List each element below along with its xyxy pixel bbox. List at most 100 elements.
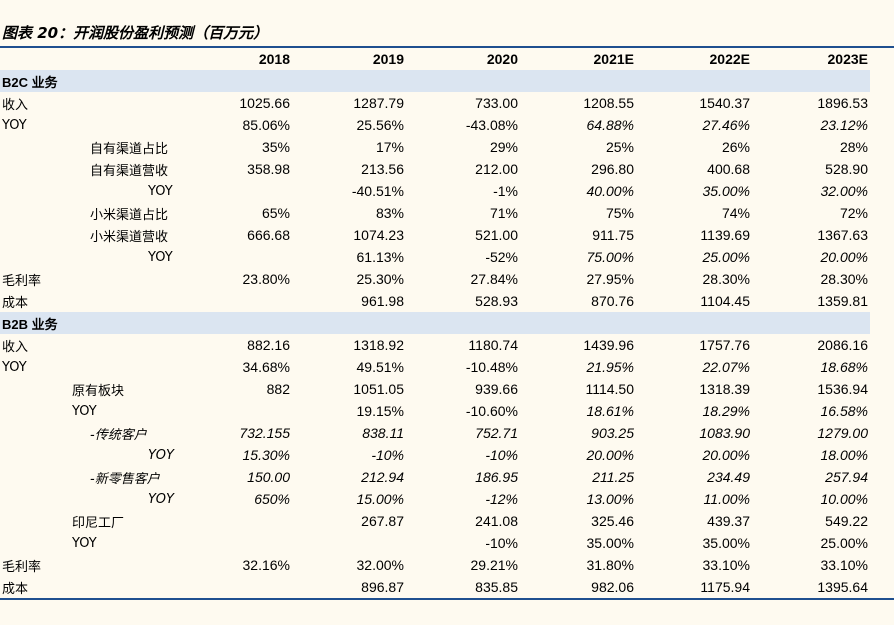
value-cell: 49.51% (356, 359, 404, 375)
row-label: YOY (72, 535, 97, 551)
value-cell: 11.00% (703, 491, 750, 507)
value-cell: 1367.63 (817, 227, 868, 243)
value-cell: 1536.94 (817, 381, 868, 397)
table-row: YOY -10% 35.00% 35.00% 25.00% (0, 532, 870, 554)
value-cell: 903.25 (591, 425, 634, 441)
row-label: 成本 (2, 581, 29, 597)
value-cell: 838.11 (362, 425, 404, 441)
value-cell: 13.00% (586, 491, 634, 507)
value-cell: 23.80% (242, 271, 290, 287)
value-cell: 650% (254, 491, 290, 507)
value-cell: 211.25 (592, 469, 634, 485)
bottom-rule (0, 598, 894, 600)
value-cell: 25.30% (356, 271, 404, 287)
value-cell: 882 (266, 381, 290, 397)
value-cell: 1279.00 (817, 425, 868, 441)
value-cell: 1139.69 (700, 227, 750, 243)
value-cell: 982.06 (591, 579, 634, 595)
row-label: 成本 (2, 295, 29, 311)
table-row: YOY 34.68% 49.51% -10.48% 21.95% 22.07% 18.68% (0, 356, 870, 378)
value-cell: 267.87 (361, 513, 404, 529)
row-label: YOY (2, 117, 27, 133)
section-label: B2B 业务 (0, 312, 870, 334)
value-cell: 35.00% (702, 183, 750, 199)
table-row: 毛利率 32.16% 32.00% 29.21% 31.80% 33.10% 33.10% (0, 554, 870, 576)
value-cell (178, 532, 292, 554)
value-cell: 752.71 (475, 425, 518, 441)
table-row: YOY 61.13% -52% 75.00% 25.00% 20.00% (0, 246, 870, 268)
value-cell: 35% (261, 139, 290, 155)
value-cell (178, 400, 292, 422)
value-cell: 911.75 (592, 227, 634, 243)
value-cell: 666.68 (247, 227, 290, 243)
value-cell: 21.95% (586, 359, 634, 375)
value-cell: 25.00% (702, 249, 750, 265)
value-cell: 25.56% (356, 117, 404, 133)
profit-forecast-table: 2018 2019 2020 2021E 2022E 2023E B2C 业务收… (0, 48, 870, 598)
table-row: 毛利率 23.80% 25.30% 27.84% 27.95% 28.30% 28.30% (0, 268, 870, 290)
value-cell: 25% (605, 139, 634, 155)
table-row: 成本 896.87 835.85 982.06 1175.94 1395.64 (0, 576, 870, 598)
value-cell: 358.98 (247, 161, 290, 177)
value-cell: 732.155 (239, 425, 290, 441)
table-row: YOY 15.30% -10% -10% 20.00% 20.00% 18.00% (0, 444, 870, 466)
value-cell: 150.00 (247, 469, 290, 485)
value-cell: 35.00% (702, 535, 750, 551)
value-cell: 23.12% (820, 117, 868, 133)
row-label: 收入 (2, 97, 29, 113)
value-cell: -1% (493, 183, 518, 199)
value-cell: 1318.39 (699, 381, 750, 397)
value-cell: 32.16% (242, 557, 290, 573)
header-year: 2019 (292, 48, 406, 70)
value-cell: 1439.96 (583, 337, 634, 353)
value-cell: 1208.55 (583, 95, 634, 111)
value-cell (178, 576, 292, 598)
value-cell: 896.87 (361, 579, 404, 595)
row-label: 小米渠道占比 (90, 207, 169, 223)
value-cell: 19.15% (356, 403, 404, 419)
row-label: -新零售客户 (90, 471, 160, 487)
value-cell: 33.10% (820, 557, 868, 573)
table-title: 图表 20：开润股份盈利预测（百万元） (2, 24, 269, 42)
value-cell: 32.00% (356, 557, 404, 573)
value-cell: 1114.50 (585, 381, 634, 397)
table-row: 小米渠道营收 666.68 1074.23 521.00 911.75 1139.69 13… (0, 224, 870, 246)
table-row: YOY 85.06% 25.56% -43.08% 64.88% 27.46% 23.12% (0, 114, 870, 136)
value-cell: 528.93 (475, 293, 518, 309)
header-year: 2018 (178, 48, 292, 70)
row-label: YOY (148, 249, 173, 265)
value-cell: -43.08% (465, 117, 518, 133)
row-label: YOY (148, 491, 174, 507)
value-cell: -10.48% (465, 359, 518, 375)
section-label: B2C 业务 (0, 70, 870, 92)
value-cell: 75% (605, 205, 634, 221)
value-cell: 186.95 (475, 469, 518, 485)
value-cell: 16.58% (820, 403, 868, 419)
row-label: 小米渠道营收 (90, 229, 169, 245)
header-blank (0, 48, 178, 70)
row-label: 印尼工厂 (72, 515, 125, 531)
value-cell: 29% (489, 139, 518, 155)
row-label: YOY (148, 183, 173, 199)
row-label: 自有渠道营收 (90, 163, 169, 179)
table-row: 收入 1025.66 1287.79 733.00 1208.55 1540.37 1896… (0, 92, 870, 114)
value-cell: 257.94 (825, 469, 868, 485)
table-row: 印尼工厂 267.87 241.08 325.46 439.37 549.22 (0, 510, 870, 532)
value-cell: 1540.37 (699, 95, 750, 111)
value-cell: 549.22 (825, 513, 868, 529)
value-cell: -52% (485, 249, 518, 265)
table-row: 自有渠道占比 35% 17% 29% 25% 26% 28% (0, 136, 870, 158)
value-cell: 18.61% (586, 403, 634, 419)
value-cell: 1287.79 (353, 95, 404, 111)
value-cell: 74% (721, 205, 750, 221)
value-cell: 882.16 (247, 337, 290, 353)
value-cell: 85.06% (242, 117, 290, 133)
value-cell: 521.00 (475, 227, 518, 243)
header-year: 2021E (520, 48, 636, 70)
value-cell: -10% (371, 447, 404, 463)
table-row: -新零售客户 150.00 212.94 186.95 211.25 234.49 257.… (0, 466, 870, 488)
value-cell: 33.10% (702, 557, 750, 573)
value-cell: 34.68% (242, 359, 290, 375)
value-cell: 26% (721, 139, 750, 155)
row-label: 毛利率 (2, 559, 42, 575)
